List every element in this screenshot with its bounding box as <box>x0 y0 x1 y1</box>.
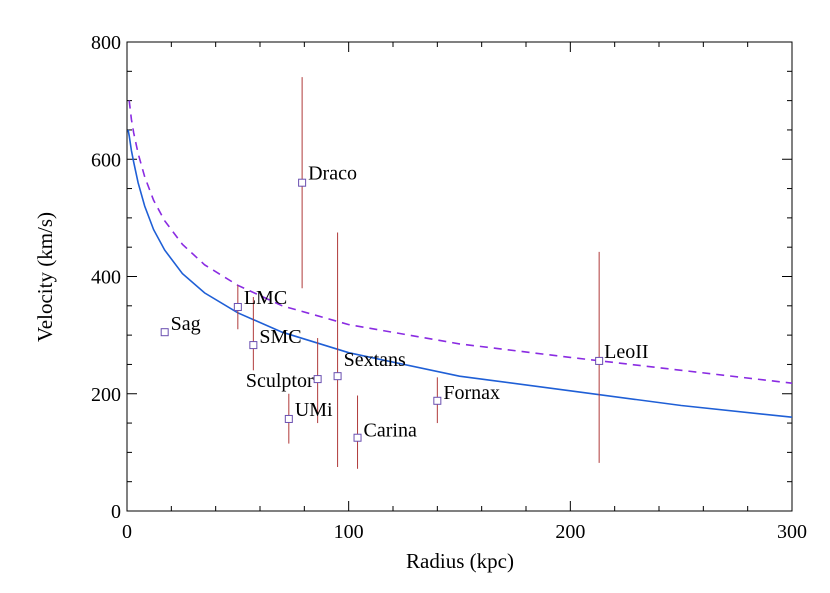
point-label-sag: Sag <box>171 313 201 335</box>
marker-lmc <box>233 302 242 311</box>
marker-draco <box>298 178 307 187</box>
point-label-sculptor: Sculptor <box>246 370 314 392</box>
y-tick-label: 600 <box>91 149 121 171</box>
point-labels: Sag LMC SMC Draco Sculptor UMi Sextans Carina Fo… <box>171 163 649 442</box>
solid-model-curve <box>127 129 793 418</box>
y-axis-label: Velocity (km/s) <box>33 212 57 342</box>
y-tick-label: 200 <box>91 384 121 406</box>
marker-sculptor <box>313 375 322 384</box>
x-tick-label: 100 <box>334 521 364 543</box>
point-label-lmc: LMC <box>244 287 287 309</box>
y-tick-label: 0 <box>111 501 121 523</box>
marker-sag <box>160 328 169 337</box>
x-tick-label: 0 <box>122 521 132 543</box>
point-label-umi: UMi <box>295 399 333 421</box>
x-tick-label: 300 <box>777 521 807 543</box>
error-bars <box>237 77 600 469</box>
marker-fornax <box>433 396 442 405</box>
marker-smc <box>249 341 258 350</box>
point-label-smc: SMC <box>259 326 301 348</box>
point-label-draco: Draco <box>308 163 357 185</box>
dashed-model-curve <box>128 100 793 384</box>
model-curves <box>127 100 793 418</box>
data-markers <box>160 178 604 442</box>
marker-carina <box>353 433 362 442</box>
y-tick-label: 800 <box>91 32 121 54</box>
y-tick-label: 400 <box>91 267 121 289</box>
x-axis-label: Radius (kpc) <box>406 549 514 573</box>
point-label-carina: Carina <box>364 420 417 442</box>
marker-umi <box>284 414 293 423</box>
plot-frame <box>126 41 793 512</box>
point-label-leoii: LeoII <box>604 341 648 363</box>
x-tick-label: 200 <box>555 521 585 543</box>
axis-ticks: 0 100 200 300 0 200 400 600 800 <box>91 32 807 543</box>
point-label-fornax: Fornax <box>443 382 500 404</box>
marker-leoii <box>595 356 604 365</box>
point-label-sextans: Sextans <box>344 349 406 371</box>
marker-sextans <box>333 372 342 381</box>
